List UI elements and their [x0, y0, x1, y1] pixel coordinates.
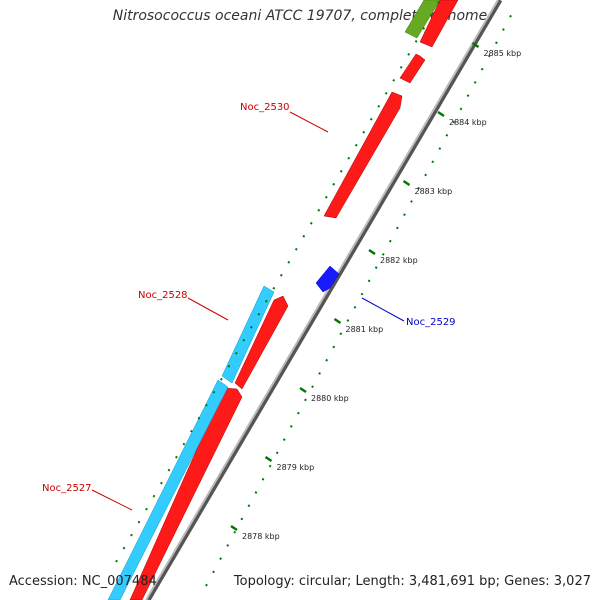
backbone: [145, 0, 503, 600]
cds-track-upper: [221, 285, 275, 384]
gene-label-noc-2528[interactable]: Noc_2528: [138, 290, 188, 301]
scale-tick-label: 2885 kbp: [484, 49, 522, 58]
scale-tick: [230, 524, 238, 532]
feature-green: [404, 0, 441, 39]
scale-tick: [333, 317, 342, 325]
scale-tick-label: 2879 kbp: [277, 463, 315, 472]
gene-noc-2528[interactable]: [234, 295, 289, 390]
gene-top-small[interactable]: [399, 53, 426, 84]
scale-tick: [368, 248, 376, 256]
scale-tick: [471, 41, 480, 49]
tick-line-left: [115, 0, 441, 563]
accession-label: Accession: NC_007484: [9, 574, 157, 589]
map-title: Nitrosococcus oceani ATCC 19707, complet…: [112, 8, 488, 24]
gene-noc-2527[interactable]: [129, 387, 243, 600]
gene-label-noc-2530[interactable]: Noc_2530: [240, 102, 290, 113]
gene-label-noc-2527[interactable]: Noc_2527: [42, 483, 92, 494]
cds-track-lower: [107, 379, 229, 600]
scale-tick-label: 2882 kbp: [380, 256, 418, 265]
scale-tick-label: 2884 kbp: [449, 118, 487, 127]
scale-tick: [437, 110, 445, 118]
scale-tick-label: 2881 kbp: [346, 325, 384, 334]
gene-noc-2529[interactable]: [315, 265, 340, 293]
scale-tick: [264, 455, 273, 463]
scale-tick: [402, 179, 411, 187]
scale-tick-label: 2880 kbp: [311, 394, 349, 403]
scale-tick-label: 2883 kbp: [415, 187, 453, 196]
gene-label-noc-2529[interactable]: Noc_2529: [406, 317, 456, 328]
label-leaders: [91, 111, 405, 511]
scale-tick-label: 2878 kbp: [242, 532, 280, 541]
gene-top-edge[interactable]: [419, 0, 459, 48]
scale-ticks: 2878 kbp 2879 kbp 2880 kbp 2881 kbp 2882 kbp…: [230, 41, 522, 541]
tick-line-right: [205, 5, 517, 587]
scale-tick: [299, 386, 307, 394]
gene-noc-2530[interactable]: [323, 91, 403, 219]
summary-label: Topology: circular; Length: 3,481,691 bp…: [233, 574, 591, 589]
